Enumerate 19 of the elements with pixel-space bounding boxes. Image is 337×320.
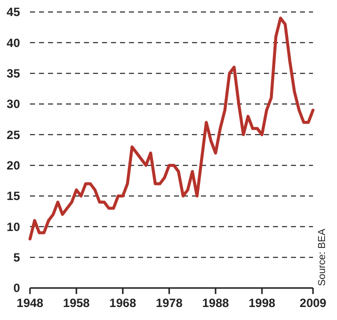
- y-tick-label: 5: [13, 250, 20, 265]
- y-tick-label: 40: [6, 36, 20, 50]
- x-tick-label: 1978: [156, 296, 183, 310]
- line-series: [28, 16, 314, 240]
- x-tick-label: 1948: [16, 296, 44, 310]
- y-tick-label: 20: [6, 158, 20, 173]
- source-note: Source: BEA: [317, 228, 328, 286]
- y-tick-label: 10: [6, 220, 20, 234]
- y-tick-label: 35: [6, 66, 20, 81]
- x-tick-label: 2009: [300, 296, 327, 310]
- y-tick-label: 30: [6, 97, 20, 112]
- x-tick-label: 1958: [63, 296, 90, 310]
- x-tick-label: 1998: [248, 296, 276, 310]
- x-tick-label: 1988: [202, 296, 230, 310]
- y-tick-label: 45: [6, 5, 20, 20]
- y-tick-label: 0: [13, 281, 20, 296]
- x-tick-label: 1968: [109, 296, 136, 310]
- y-tick-label: 25: [6, 128, 20, 142]
- y-tick-label: 15: [6, 189, 20, 204]
